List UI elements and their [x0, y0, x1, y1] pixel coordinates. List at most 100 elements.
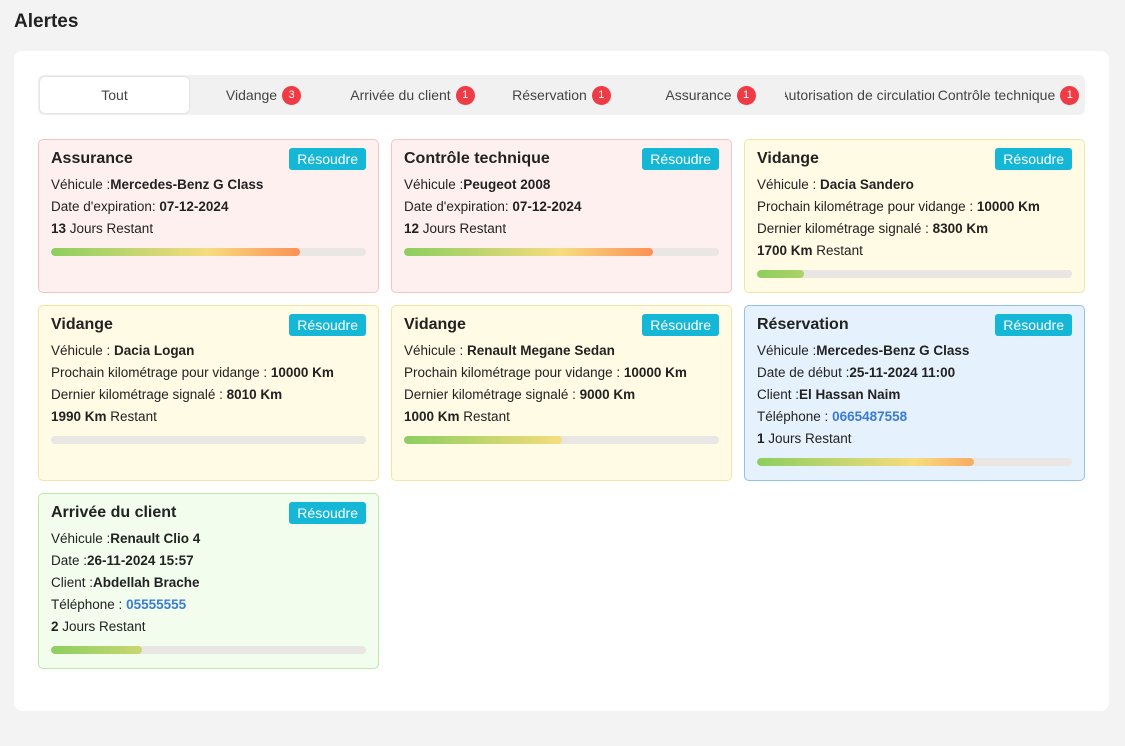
progress-bar	[51, 248, 300, 256]
card-line: Véhicule : Renault Megane Sedan	[404, 340, 719, 362]
tab-badge: 1	[455, 85, 475, 105]
card-header: Vidange Résoudre	[51, 314, 366, 336]
line-text: Véhicule :	[757, 343, 817, 358]
tab-bar: Tout Vidange 3 Arrivée du client 1 Réservatio…	[38, 75, 1085, 115]
card-title: Vidange	[51, 316, 113, 333]
line-text: Renault Clio 4	[110, 531, 201, 546]
card-line: Dernier kilométrage signalé : 8010 Km	[51, 384, 366, 406]
card-title: Vidange	[404, 316, 466, 333]
line-text: 1700 Km	[757, 243, 813, 258]
line-text: Téléphone :	[757, 409, 833, 424]
alert-card: Vidange Résoudre Véhicule : Renault Megane…	[391, 305, 732, 481]
progress-track	[757, 458, 1072, 466]
line-text: Véhicule :	[404, 343, 468, 358]
alert-card: Réservation Résoudre Véhicule :Mercedes-Be…	[744, 305, 1085, 481]
card-line: 1000 Km Restant	[404, 406, 719, 428]
card-line: Véhicule :Renault Clio 4	[51, 528, 366, 550]
tab-badge: 1	[736, 85, 756, 105]
line-text: Abdellah Brache	[93, 575, 200, 590]
tab[interactable]: Autorisation de circulation	[785, 77, 934, 113]
card-header: Assurance Résoudre	[51, 148, 366, 170]
line-text: 10000 Km	[623, 365, 687, 380]
progress-bar	[757, 270, 805, 278]
card-title: Vidange	[757, 150, 819, 167]
tab-label: Arrivée du client	[350, 87, 451, 103]
line-text: Restant	[812, 243, 863, 258]
line-text: Client :	[51, 575, 94, 590]
card-line: 2 Jours Restant	[51, 616, 366, 638]
progress-bar	[757, 458, 975, 466]
line-text: Jours Restant	[419, 221, 507, 236]
resolve-button[interactable]: Résoudre	[289, 502, 366, 524]
tab[interactable]: Assurance 1	[636, 77, 785, 113]
resolve-button[interactable]: Résoudre	[642, 148, 719, 170]
line-text: Mercedes-Benz G Class	[816, 343, 970, 358]
tab[interactable]: Vidange 3	[189, 77, 338, 113]
tab-label: Vidange	[225, 87, 278, 103]
card-header: Arrivée du client Résoudre	[51, 502, 366, 524]
line-text: 07-12-2024	[512, 199, 582, 214]
card-line: 1700 Km Restant	[757, 240, 1072, 262]
line-text: Prochain kilométrage pour vidange :	[757, 199, 977, 214]
alert-card: Vidange Résoudre Véhicule : Dacia Sandero P…	[744, 139, 1085, 293]
phone-link[interactable]: 0665487558	[832, 409, 908, 424]
card-header: Contrôle technique Résoudre	[404, 148, 719, 170]
card-line: Date d'expiration: 07-12-2024	[404, 196, 719, 218]
page-title: Alertes	[14, 11, 79, 32]
tab[interactable]: Tout	[40, 77, 189, 113]
line-text: Jours Restant	[764, 431, 852, 446]
tab[interactable]: Réservation 1	[487, 77, 636, 113]
card-line: Téléphone : 05555555	[51, 594, 366, 616]
card-line: Date de début :25-11-2024 11:00	[757, 362, 1072, 384]
card-line: Téléphone : 0665487558	[757, 406, 1072, 428]
card-line: 12 Jours Restant	[404, 218, 719, 240]
line-text: Dacia Sandero	[820, 177, 914, 192]
tab-badge: 1	[1060, 85, 1080, 105]
phone-link[interactable]: 05555555	[126, 597, 187, 612]
card-line: Prochain kilométrage pour vidange : 1000…	[404, 362, 719, 384]
line-text: Téléphone :	[51, 597, 127, 612]
line-text: Dacia Logan	[114, 343, 195, 358]
line-text: Véhicule :	[51, 531, 111, 546]
line-text: 1990 Km	[51, 409, 107, 424]
line-text: Date d'expiration:	[51, 199, 160, 214]
line-text: Véhicule :	[404, 177, 464, 192]
line-text: Véhicule :	[757, 177, 821, 192]
resolve-button[interactable]: Résoudre	[289, 314, 366, 336]
card-line: Véhicule :Mercedes-Benz G Class	[757, 340, 1072, 362]
line-text: 26-11-2024 15:57	[87, 553, 194, 568]
resolve-button[interactable]: Résoudre	[995, 314, 1072, 336]
line-text: Date de début :	[757, 365, 850, 380]
line-text: Mercedes-Benz G Class	[110, 177, 264, 192]
card-header: Réservation Résoudre	[757, 314, 1072, 336]
alert-card: Vidange Résoudre Véhicule : Dacia Logan Pro…	[38, 305, 379, 481]
card-line: 13 Jours Restant	[51, 218, 366, 240]
line-text: Dernier kilométrage signalé :	[51, 387, 227, 402]
line-text: El Hassan Naim	[799, 387, 901, 402]
card-line: Prochain kilométrage pour vidange : 1000…	[51, 362, 366, 384]
tab[interactable]: Arrivée du client 1	[338, 77, 487, 113]
tab[interactable]: Contrôle technique 1	[934, 77, 1083, 113]
card-line: Dernier kilométrage signalé : 8300 Km	[757, 218, 1072, 240]
line-text: Renault Megane Sedan	[467, 343, 615, 358]
resolve-button[interactable]: Résoudre	[995, 148, 1072, 170]
line-text: 1000 Km	[404, 409, 460, 424]
card-grid: Assurance Résoudre Véhicule :Mercedes-Benz…	[38, 139, 1085, 669]
resolve-button[interactable]: Résoudre	[642, 314, 719, 336]
alert-card: Assurance Résoudre Véhicule :Mercedes-Benz…	[38, 139, 379, 293]
line-text: Restant	[106, 409, 157, 424]
line-text: Jours Restant	[66, 221, 154, 236]
progress-bar	[51, 646, 143, 654]
line-text: 2	[51, 619, 59, 634]
card-line: Véhicule :Mercedes-Benz G Class	[51, 174, 366, 196]
resolve-button[interactable]: Résoudre	[289, 148, 366, 170]
line-text: Prochain kilométrage pour vidange :	[404, 365, 624, 380]
tab-label: Assurance	[665, 87, 732, 103]
line-text: Date d'expiration:	[404, 199, 513, 214]
progress-bar	[404, 436, 562, 444]
alert-card: Contrôle technique Résoudre Véhicule :Peug…	[391, 139, 732, 293]
tab-badge: 3	[282, 85, 302, 105]
line-text: Jours Restant	[58, 619, 146, 634]
progress-track	[404, 248, 719, 256]
progress-track	[51, 646, 366, 654]
